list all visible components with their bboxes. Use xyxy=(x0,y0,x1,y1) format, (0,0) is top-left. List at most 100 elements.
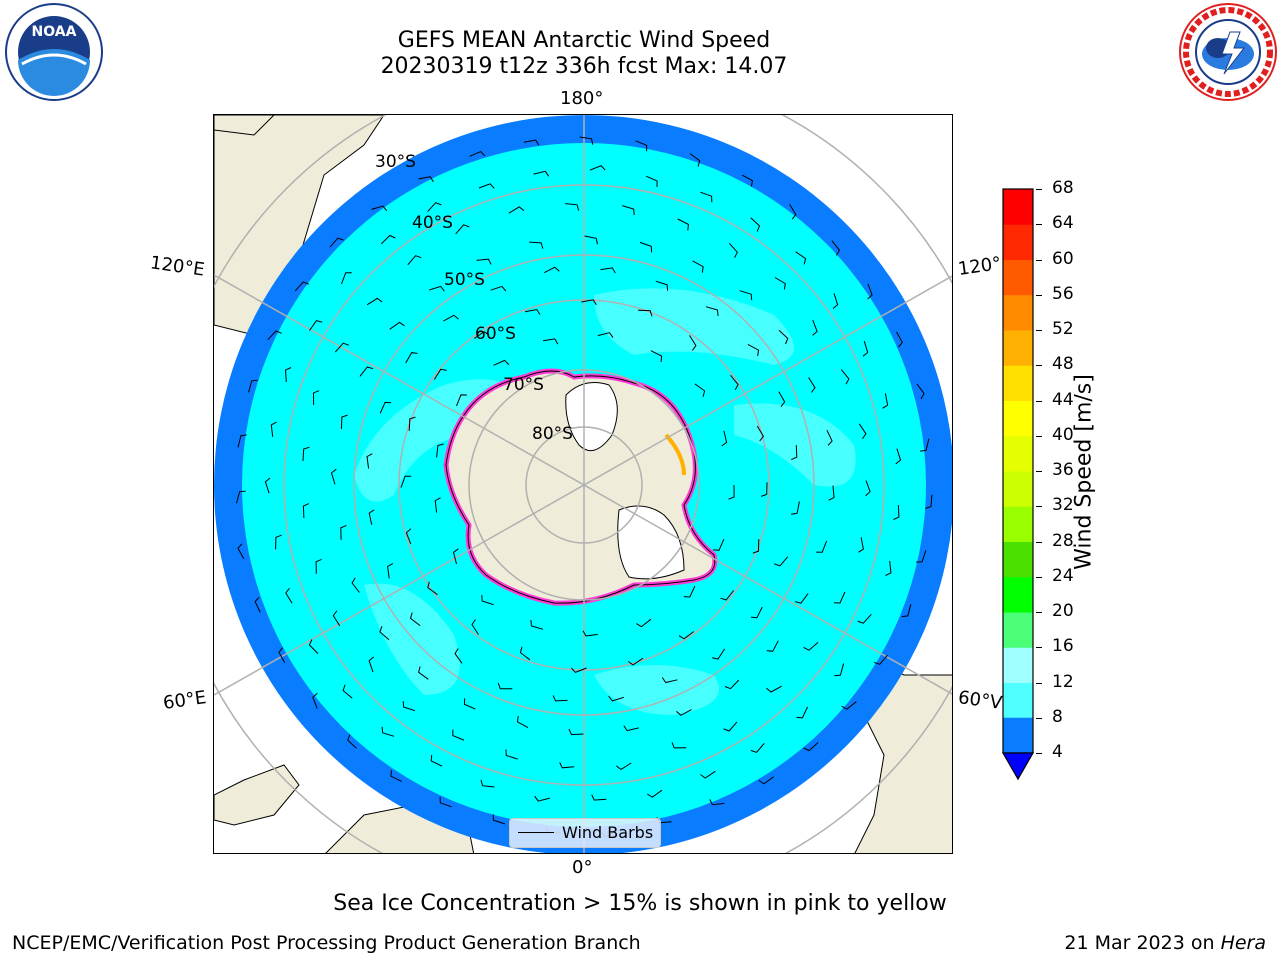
lat-label-70s: 70°S xyxy=(503,375,544,395)
wind-barb xyxy=(430,754,443,767)
wind-barb xyxy=(493,359,510,366)
colorbar-tick-label: 12 xyxy=(1052,671,1074,692)
wind-barb xyxy=(728,242,738,258)
wind-barb xyxy=(750,217,761,232)
wind-barb xyxy=(841,701,857,710)
wind-barb xyxy=(342,684,353,699)
wind-barb xyxy=(237,543,245,560)
wind-barb xyxy=(285,587,293,604)
footer-date: 21 Mar 2023 on Hera xyxy=(1064,932,1266,954)
wind-barb xyxy=(340,414,348,430)
noaa-logo-text: NOAA xyxy=(32,24,77,40)
colorbar-tick-label: 64 xyxy=(1052,213,1074,234)
noaa-logo-icon: NOAA xyxy=(4,2,104,102)
wind-barb xyxy=(623,725,639,732)
colorbar-tick-label: 48 xyxy=(1052,354,1074,375)
weddell-ice-shelf xyxy=(617,505,685,580)
wind-barb xyxy=(896,331,903,348)
colorbar-tick-label: 44 xyxy=(1052,389,1074,410)
wind-barb xyxy=(756,425,765,442)
wind-barb xyxy=(568,728,584,736)
wind-barb xyxy=(700,770,716,779)
legend-line-icon xyxy=(518,832,554,833)
wind-barb xyxy=(312,390,320,405)
footer-credit: NCEP/EMC/Verification Post Processing Pr… xyxy=(12,932,641,954)
wind-barb xyxy=(332,610,341,627)
wind-barb xyxy=(418,176,434,183)
wind-barb xyxy=(443,314,459,322)
wind-barb xyxy=(452,729,465,741)
wind-barb xyxy=(916,383,925,400)
wind-barb xyxy=(627,657,644,666)
colorbar-tick-mark xyxy=(1036,259,1042,261)
colorbar-tick-label: 24 xyxy=(1052,565,1074,586)
wind-barb xyxy=(533,170,550,177)
wind-barb xyxy=(480,779,495,788)
wind-barb xyxy=(368,509,375,525)
wind-barb xyxy=(379,626,390,641)
wind-barb xyxy=(789,203,797,220)
land-madagascar xyxy=(214,764,300,826)
colorbar-tick-mark xyxy=(1036,330,1042,331)
wind-barb xyxy=(858,537,864,553)
colorbar-tick-mark xyxy=(1036,189,1042,190)
colorbar-tick-label: 40 xyxy=(1052,424,1074,445)
wind-barb xyxy=(600,267,616,274)
wind-barb xyxy=(636,618,652,628)
wind-barb xyxy=(812,320,818,336)
wind-barb xyxy=(747,343,760,357)
wind-barb xyxy=(760,482,768,497)
wind-barb xyxy=(901,604,912,618)
wind-barb xyxy=(778,329,789,345)
wind-barb xyxy=(474,331,490,339)
lon-label-120w: 120° xyxy=(956,253,1003,280)
wind-barb xyxy=(379,401,392,414)
wind-barb xyxy=(803,642,819,651)
colorbar-tick-label: 36 xyxy=(1052,460,1074,480)
wind-barb xyxy=(920,438,930,452)
wind-barb xyxy=(571,667,587,673)
wind-barb xyxy=(712,538,725,551)
wind-barb xyxy=(655,280,669,291)
chart-title: GEFS MEAN Antarctic Wind Speed xyxy=(397,28,771,53)
wind-barb xyxy=(766,685,782,693)
map-frame xyxy=(213,114,953,854)
lat-label-30s: 30°S xyxy=(375,152,416,172)
wind-barb xyxy=(671,742,687,749)
wind-barb xyxy=(492,814,506,825)
wind-barb xyxy=(427,202,442,212)
wind-barb xyxy=(237,434,247,448)
colorbar-segment xyxy=(1003,541,1033,578)
lat-label-60s: 60°S xyxy=(475,324,516,344)
wind-barb xyxy=(741,174,753,187)
colorbar-segment xyxy=(1003,294,1033,331)
wind-barb xyxy=(405,528,412,545)
wind-barb xyxy=(723,721,738,732)
wind-barb xyxy=(418,666,429,680)
wind-barb xyxy=(490,285,507,292)
wind-barb xyxy=(408,416,416,431)
wind-barb xyxy=(689,335,697,351)
wind-barb xyxy=(750,606,763,619)
wind-barb xyxy=(454,648,463,664)
lat-label-80s: 80°S xyxy=(532,424,573,444)
colorbar-segment xyxy=(1003,330,1033,366)
footer-note: Sea Ice Concentration > 15% is shown in … xyxy=(333,891,947,916)
wind-barb xyxy=(639,241,652,253)
colorbar-tick-label: 8 xyxy=(1052,706,1063,727)
wind-barb xyxy=(434,497,441,513)
colorbar xyxy=(1000,186,1036,786)
wind-barb xyxy=(826,429,833,446)
wind-barb xyxy=(433,368,447,380)
wind-barbs xyxy=(236,136,933,838)
wind-barb xyxy=(584,235,598,245)
wind-barb xyxy=(390,770,402,782)
wind-barb xyxy=(389,321,405,330)
wind-barb xyxy=(705,306,719,316)
wind-barb xyxy=(638,309,653,317)
colorbar-tick-mark xyxy=(1036,753,1042,754)
wind-barb xyxy=(264,477,271,494)
wind-barb xyxy=(236,490,246,504)
wind-barb xyxy=(720,590,734,601)
wind-barb xyxy=(739,290,753,301)
